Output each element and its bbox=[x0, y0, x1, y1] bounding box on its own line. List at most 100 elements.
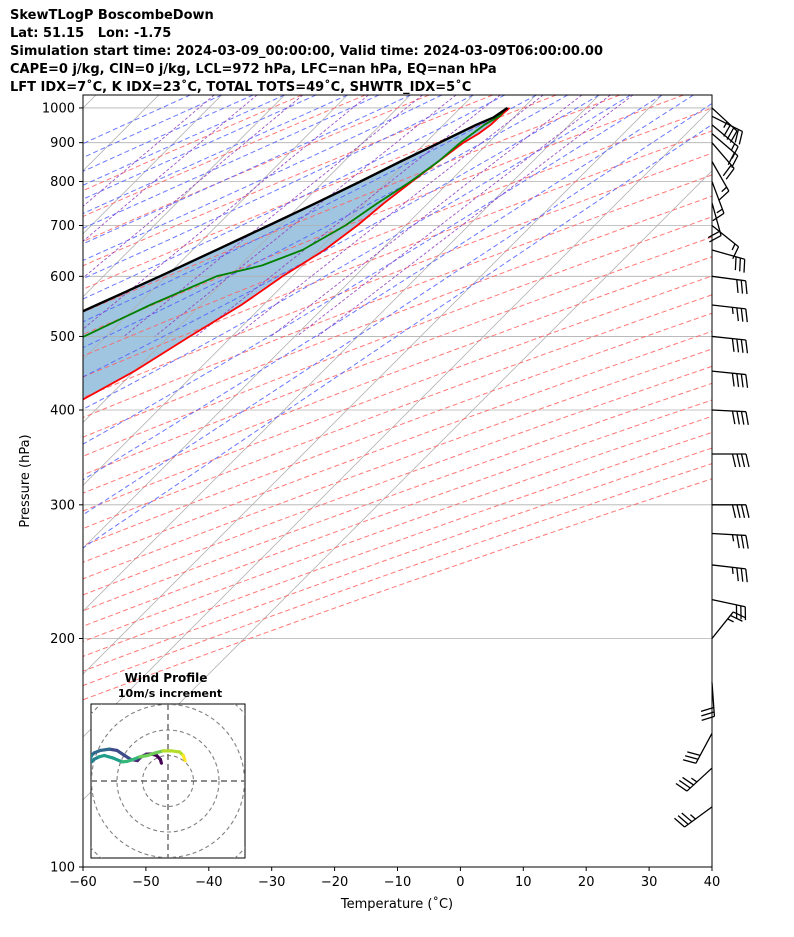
wind-barb bbox=[682, 733, 713, 764]
moist-adiabat bbox=[83, 95, 474, 280]
dry-adiabat bbox=[83, 95, 493, 267]
dry-adiabat bbox=[83, 415, 712, 642]
wind-profile-title: Wind Profile bbox=[125, 671, 208, 685]
stability-indices-1: CAPE=0 j/kg, CIN=0 j/kg, LCL=972 hPa, LF… bbox=[10, 62, 497, 77]
x-tick-label: −10 bbox=[384, 875, 411, 890]
wind-barb bbox=[711, 304, 748, 323]
wind-barb bbox=[711, 335, 749, 354]
mixing-ratio-line bbox=[317, 95, 634, 337]
moist-adiabat bbox=[83, 95, 537, 323]
cape-cin-shading bbox=[83, 107, 510, 400]
mixing-ratio-line bbox=[195, 95, 501, 337]
dewpoint-line bbox=[83, 107, 507, 338]
wind-barb bbox=[700, 682, 716, 721]
cape-cin-fill bbox=[83, 107, 510, 400]
moist-adiabat bbox=[83, 95, 254, 172]
wind-barb bbox=[711, 161, 730, 201]
wind-barb bbox=[711, 181, 725, 222]
wind-barb bbox=[711, 133, 739, 168]
x-tick-label: −30 bbox=[258, 875, 285, 890]
hodograph-segment bbox=[91, 753, 94, 761]
isotherm-line bbox=[83, 95, 474, 486]
dry-adiabat bbox=[83, 399, 712, 627]
dry-adiabat bbox=[83, 195, 712, 438]
y-tick-label: 200 bbox=[50, 632, 75, 647]
dry-adiabat bbox=[83, 216, 712, 457]
dry-adiabat bbox=[83, 174, 712, 419]
wind-barb bbox=[711, 409, 749, 425]
moist-adiabat bbox=[83, 95, 506, 300]
y-tick-label: 900 bbox=[50, 136, 75, 151]
moist-adiabat bbox=[83, 95, 285, 186]
x-tick-label: 10 bbox=[515, 875, 532, 890]
wind-barb bbox=[711, 532, 749, 549]
y-tick-label: 700 bbox=[50, 219, 75, 234]
dry-adiabat bbox=[83, 365, 712, 596]
moist-adiabat bbox=[83, 95, 568, 349]
mixing-ratio-line bbox=[270, 95, 583, 337]
wind-barb bbox=[711, 564, 748, 583]
moist-adiabat bbox=[83, 123, 712, 549]
y-tick-label: 500 bbox=[50, 330, 75, 345]
moist-adiabats bbox=[83, 95, 712, 549]
dry-adiabat bbox=[83, 478, 712, 701]
y-tick-label: 1000 bbox=[42, 101, 75, 116]
isotherm-line bbox=[83, 107, 712, 738]
x-tick-label: −20 bbox=[321, 875, 348, 890]
mixing-ratio-line bbox=[83, 95, 369, 330]
x-axis-ticks: −60 −50 −40 −30 −20 −10 0 10 20 30 40 bbox=[69, 867, 720, 890]
moist-adiabat bbox=[83, 95, 380, 229]
wind-barb bbox=[707, 202, 722, 243]
y-tick-label: 600 bbox=[50, 270, 75, 285]
dry-adiabat bbox=[83, 95, 621, 313]
wind-barb bbox=[711, 249, 746, 273]
moist-adiabat bbox=[83, 102, 712, 516]
moist-adiabat bbox=[83, 95, 600, 378]
wind-barb bbox=[712, 504, 750, 518]
chart-title: SkewTLogP BoscombeDown bbox=[10, 8, 214, 23]
moist-adiabat bbox=[83, 95, 631, 410]
x-tick-label: 40 bbox=[704, 875, 721, 890]
wind-barb bbox=[711, 370, 749, 388]
wind-barb bbox=[711, 142, 735, 180]
stability-indices-2: LFT IDX=7˚C, K IDX=23˚C, TOTAL TOTS=49˚C… bbox=[10, 80, 472, 95]
dry-adiabat bbox=[83, 130, 712, 378]
dry-adiabat bbox=[83, 107, 712, 357]
chart-header: SkewTLogP BoscombeDown Lat: 51.15 Lon: -… bbox=[10, 7, 603, 97]
dry-adiabat bbox=[83, 463, 712, 687]
profile-series bbox=[83, 106, 511, 401]
moist-adiabat bbox=[83, 95, 663, 445]
isotherm-line bbox=[83, 95, 411, 423]
wind-profile-inset: Wind Profile 10m/s increment bbox=[90, 671, 246, 859]
wind-barb bbox=[711, 115, 744, 145]
moist-adiabat bbox=[83, 95, 411, 245]
isotherm-line bbox=[83, 95, 537, 549]
isotherm-line bbox=[83, 95, 97, 109]
isotherm-line bbox=[83, 95, 600, 612]
x-tick-label: 30 bbox=[641, 875, 658, 890]
temperature-line bbox=[83, 107, 511, 401]
mixing-ratio-line bbox=[83, 95, 258, 242]
moist-adiabat bbox=[83, 95, 348, 215]
dry-adiabat bbox=[83, 382, 712, 612]
wind-barb bbox=[712, 453, 750, 468]
dry-adiabat bbox=[83, 95, 557, 290]
x-tick-label: −50 bbox=[132, 875, 159, 890]
isotherm-line bbox=[83, 95, 285, 298]
wind-profile-subtitle: 10m/s increment bbox=[118, 687, 222, 700]
pressure-gridlines bbox=[83, 107, 712, 867]
wind-barbs bbox=[674, 107, 750, 828]
y-tick-label: 800 bbox=[50, 175, 75, 190]
moist-adiabat bbox=[83, 95, 694, 481]
hodograph-segment bbox=[181, 753, 187, 763]
y-tick-label: 100 bbox=[50, 861, 75, 876]
hodograph-segment bbox=[111, 756, 124, 764]
mixing-ratio-line bbox=[296, 95, 611, 337]
x-tick-label: −40 bbox=[195, 875, 222, 890]
simulation-times: Simulation start time: 2024-03-09_00:00:… bbox=[10, 44, 603, 59]
isotherm-line bbox=[83, 95, 663, 675]
y-tick-label: 400 bbox=[50, 403, 75, 418]
wind-barb bbox=[711, 275, 748, 295]
dry-adiabat bbox=[83, 95, 366, 218]
